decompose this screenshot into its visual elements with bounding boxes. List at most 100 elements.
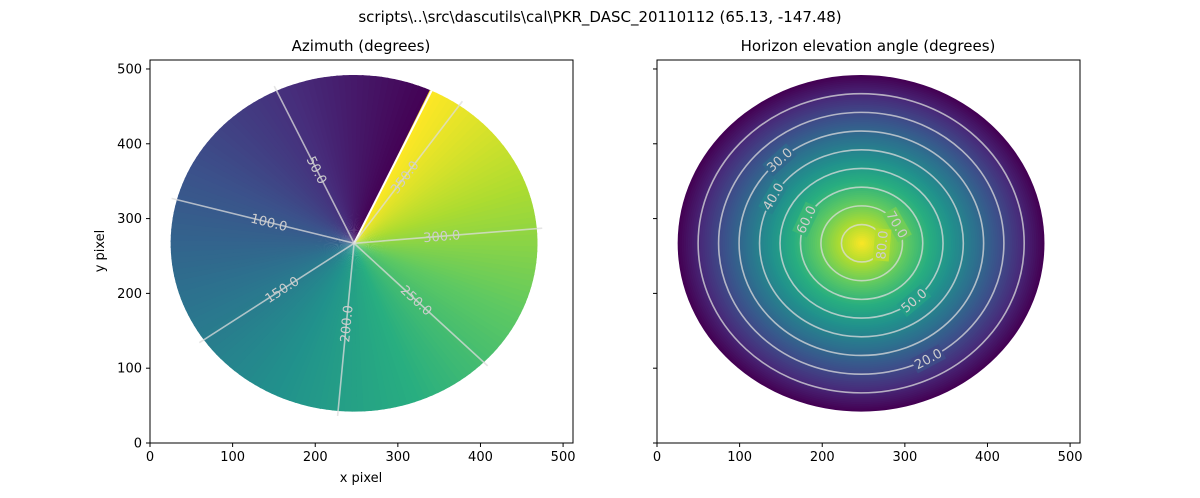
azimuth-wedge [270, 243, 355, 397]
azimuth-x-ticks: 0 100 200 300 400 500 [146, 443, 576, 465]
azimuth-wedge [354, 118, 484, 244]
azimuth-wedge [193, 243, 355, 332]
azimuth-wedge [354, 123, 489, 244]
azimuth-wedge [227, 116, 355, 244]
azimuth-wedge [265, 243, 355, 395]
contour-label: 80.0 [874, 230, 891, 260]
contour-line [738, 130, 985, 357]
azimuth-image [170, 74, 538, 412]
azimuth-wedge [180, 182, 355, 244]
azimuth-wedge [282, 243, 355, 402]
azimuth-wedge [195, 151, 355, 244]
elevation-title: Horizon elevation angle (degrees) [741, 37, 996, 55]
azimuth-wedge [237, 108, 355, 244]
azimuth-wedge [319, 243, 355, 410]
azimuth-wedge [354, 150, 512, 244]
azimuth-wedge [354, 243, 532, 293]
elevation-image [677, 74, 1045, 412]
azimuth-wedge [219, 243, 355, 364]
azimuth-wedge [354, 89, 438, 244]
x-tick-label: 300 [385, 450, 410, 465]
contour-label-bg [762, 143, 797, 177]
elevation-contours [697, 92, 1025, 394]
azimuth-wedge [189, 161, 355, 244]
azimuth-wedge [354, 243, 509, 340]
azimuth-wedge [354, 243, 516, 330]
azimuth-wedge [354, 243, 538, 258]
y-tick-label: 0 [134, 437, 142, 452]
azimuth-wedge [354, 111, 475, 244]
azimuth-panel: Azimuth (degrees) 50.0100.0150.0200.0250… [93, 37, 576, 486]
x-tick-label: 500 [551, 450, 576, 465]
azimuth-wedge [178, 188, 355, 244]
azimuth-wedge [192, 156, 355, 244]
contour-line [717, 111, 1005, 375]
x-tick-label: 400 [975, 450, 1000, 465]
azimuth-wedge [354, 243, 490, 363]
azimuth-wedge [354, 76, 383, 244]
x-tick-label: 200 [303, 450, 328, 465]
contour-line [354, 227, 543, 245]
azimuth-wedge [354, 75, 371, 244]
azimuth-wedge [184, 172, 355, 244]
azimuth-wedge [354, 135, 501, 244]
azimuth-wedge [223, 120, 355, 244]
contour-label: 200.0 [338, 305, 356, 343]
contour-label: 300.0 [423, 228, 461, 246]
azimuth-x-axis-label: x pixel [340, 471, 383, 486]
azimuth-wedge [182, 177, 355, 244]
azimuth-wedge [254, 243, 355, 389]
azimuth-wedge [354, 243, 513, 335]
azimuth-wedge [203, 243, 355, 346]
x-tick-label: 0 [146, 450, 154, 465]
contour-line [353, 100, 464, 244]
azimuth-wedge [171, 216, 355, 244]
azimuth-wedge [196, 243, 355, 337]
y-tick-label: 300 [117, 212, 142, 227]
azimuth-y-ticks: 0 100 200 300 400 500 [117, 62, 150, 452]
contour-line [273, 85, 355, 244]
azimuth-wedge [233, 243, 355, 376]
azimuth-wedge [170, 228, 355, 244]
y-tick-label: 500 [117, 62, 142, 77]
azimuth-wedge [354, 104, 465, 244]
azimuth-wedge [300, 243, 355, 407]
contour-line [336, 243, 355, 417]
azimuth-wedge [224, 243, 355, 368]
contour-label-bg [792, 201, 821, 238]
contour-label-bg [758, 178, 789, 215]
azimuth-wedge [354, 243, 524, 315]
azimuth-wedge [354, 243, 461, 385]
azimuth-wedge [354, 155, 515, 244]
azimuth-wedge [312, 243, 355, 409]
azimuth-y-axis-label: y pixel [93, 230, 108, 273]
contour-line [758, 148, 965, 338]
x-tick-label: 300 [892, 450, 917, 465]
azimuth-wedge [354, 243, 502, 350]
azimuth-wedge [354, 243, 522, 320]
azimuth-wedge [242, 105, 355, 244]
azimuth-wedge [354, 243, 519, 325]
azimuth-wedge [354, 83, 420, 244]
elevation-axes-frame [656, 59, 1081, 444]
azimuth-wedge [354, 243, 526, 310]
contour-line [779, 167, 944, 319]
azimuth-wedge [354, 243, 531, 299]
y-tick-label: 100 [117, 362, 142, 377]
azimuth-wedge [248, 243, 355, 386]
contour-label-bg [872, 228, 892, 262]
x-tick-label: 400 [468, 450, 493, 465]
azimuth-wedge [354, 140, 505, 244]
azimuth-wedge [243, 243, 355, 383]
azimuth-wedge [176, 194, 355, 244]
azimuth-wedge [354, 243, 456, 388]
contour-line [353, 242, 489, 367]
azimuth-wedge [325, 243, 355, 411]
azimuth-wedge [276, 243, 355, 399]
azimuth-wedge [354, 145, 508, 244]
azimuth-wedge [173, 205, 355, 244]
azimuth-wedge [354, 98, 454, 244]
azimuth-wedge [294, 243, 355, 405]
azimuth-wedge [252, 99, 355, 244]
azimuth-wedge [354, 80, 408, 244]
